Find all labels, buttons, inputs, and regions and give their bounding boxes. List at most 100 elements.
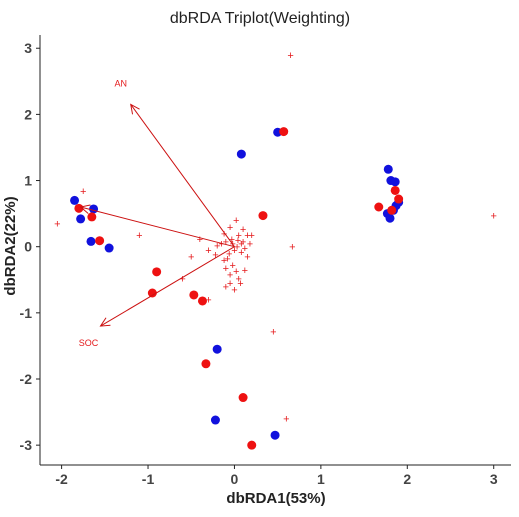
sample-point (87, 212, 97, 222)
species-marker: + (227, 269, 233, 281)
species-marker: + (234, 242, 240, 254)
species-marker: + (230, 260, 236, 272)
species-marker: + (247, 238, 253, 250)
species-marker: + (237, 278, 243, 290)
sample-point (74, 203, 84, 213)
x-tick-label: -1 (142, 471, 155, 487)
species-marker: + (236, 230, 242, 242)
sample-point (383, 164, 393, 174)
arrow-label: AN (114, 78, 127, 88)
x-tick-label: 3 (490, 471, 498, 487)
sample-point (238, 393, 248, 403)
x-axis-title: dbRDA1(53%) (226, 490, 325, 507)
sample-point (390, 177, 400, 187)
sample-point (104, 243, 114, 253)
sample-point (279, 127, 289, 137)
arrow-shaft (100, 246, 235, 327)
species-marker: + (54, 219, 60, 231)
sample-point (76, 214, 86, 224)
x-tick-label: 1 (317, 471, 325, 487)
sample-point (95, 236, 105, 246)
species-marker: + (205, 295, 211, 307)
species-marker: + (249, 230, 255, 242)
species-marker: + (231, 245, 237, 257)
y-tick-label: -1 (20, 305, 33, 321)
sample-point (258, 211, 268, 221)
species-marker: + (136, 230, 142, 242)
species-marker: + (221, 228, 227, 240)
y-tick-label: 1 (24, 173, 32, 189)
arrow-shaft (80, 206, 235, 248)
species-marker: + (238, 247, 244, 259)
species-marker: + (227, 278, 233, 290)
sample-point (236, 149, 246, 159)
species-marker: + (287, 50, 293, 62)
sample-point (394, 194, 404, 204)
plot-area: +++ ++++++++++++++++ +++++ ++++ +++++++++ +++… (54, 50, 497, 450)
species-marker: + (223, 263, 229, 275)
arrow-head (130, 103, 140, 115)
species-marker: + (235, 235, 241, 247)
y-tick-label: -3 (20, 437, 33, 453)
y-tick-label: 0 (24, 239, 32, 255)
species-marker: + (229, 234, 235, 246)
arrow-head (79, 204, 91, 214)
sample-point (387, 205, 397, 215)
species-marker: + (244, 252, 250, 264)
species-marker: + (224, 254, 230, 266)
y-axis-ticks: -3 -2 -1 0 1 2 3 (20, 40, 40, 453)
y-axis-title: dbRDA2(22%) (2, 196, 19, 295)
species-marker: + (283, 414, 289, 426)
species-marker: + (214, 240, 220, 252)
sample-point (147, 288, 157, 298)
chart-title: dbRDA Triplot(Weighting) (170, 10, 350, 27)
species-marker: + (242, 243, 248, 255)
species-marker: + (197, 234, 203, 246)
arrow-head (99, 317, 111, 327)
species-marker: + (80, 186, 86, 198)
sample-point (189, 290, 199, 300)
species-marker: + (242, 265, 248, 277)
species-marker: + (227, 222, 233, 234)
species-marker: + (240, 224, 246, 236)
sample-point (201, 359, 211, 369)
sample-point (197, 296, 207, 306)
sample-point (270, 430, 280, 440)
species-marker: + (240, 236, 246, 248)
arrow-label: SOC (79, 338, 99, 348)
species-marker: + (233, 266, 239, 278)
sample-point (89, 204, 99, 214)
x-tick-label: -2 (55, 471, 68, 487)
species-marker: + (223, 236, 229, 248)
species-marker: + (179, 273, 185, 285)
species-marker: + (188, 252, 194, 264)
y-tick-label: 2 (24, 106, 32, 122)
species-marker: + (226, 248, 232, 260)
sample-point (152, 267, 162, 277)
x-tick-label: 0 (231, 471, 239, 487)
sample-point (374, 202, 384, 212)
sample-point (247, 440, 257, 450)
sample-point (86, 236, 96, 246)
species-marker: + (212, 250, 218, 262)
species-marker: + (270, 326, 276, 338)
sample-point (210, 415, 220, 425)
sample-point (212, 344, 222, 354)
species-marker: + (221, 255, 227, 267)
species-marker: + (205, 245, 211, 257)
sample-point (385, 213, 395, 223)
y-tick-label: 3 (24, 40, 32, 56)
arrow-shaft (130, 104, 235, 247)
species-marker: + (218, 238, 224, 250)
sample-point (70, 195, 80, 205)
species-marker: + (490, 211, 496, 223)
y-tick-label: -2 (20, 371, 33, 387)
species-marker: + (223, 281, 229, 293)
species-marker: + (236, 273, 242, 285)
x-axis-ticks: -2 -1 0 1 2 3 (55, 465, 498, 487)
species-marker: + (289, 242, 295, 254)
species-marker: + (244, 230, 250, 242)
species-marker: + (238, 238, 244, 250)
species-marker: + (233, 215, 239, 227)
